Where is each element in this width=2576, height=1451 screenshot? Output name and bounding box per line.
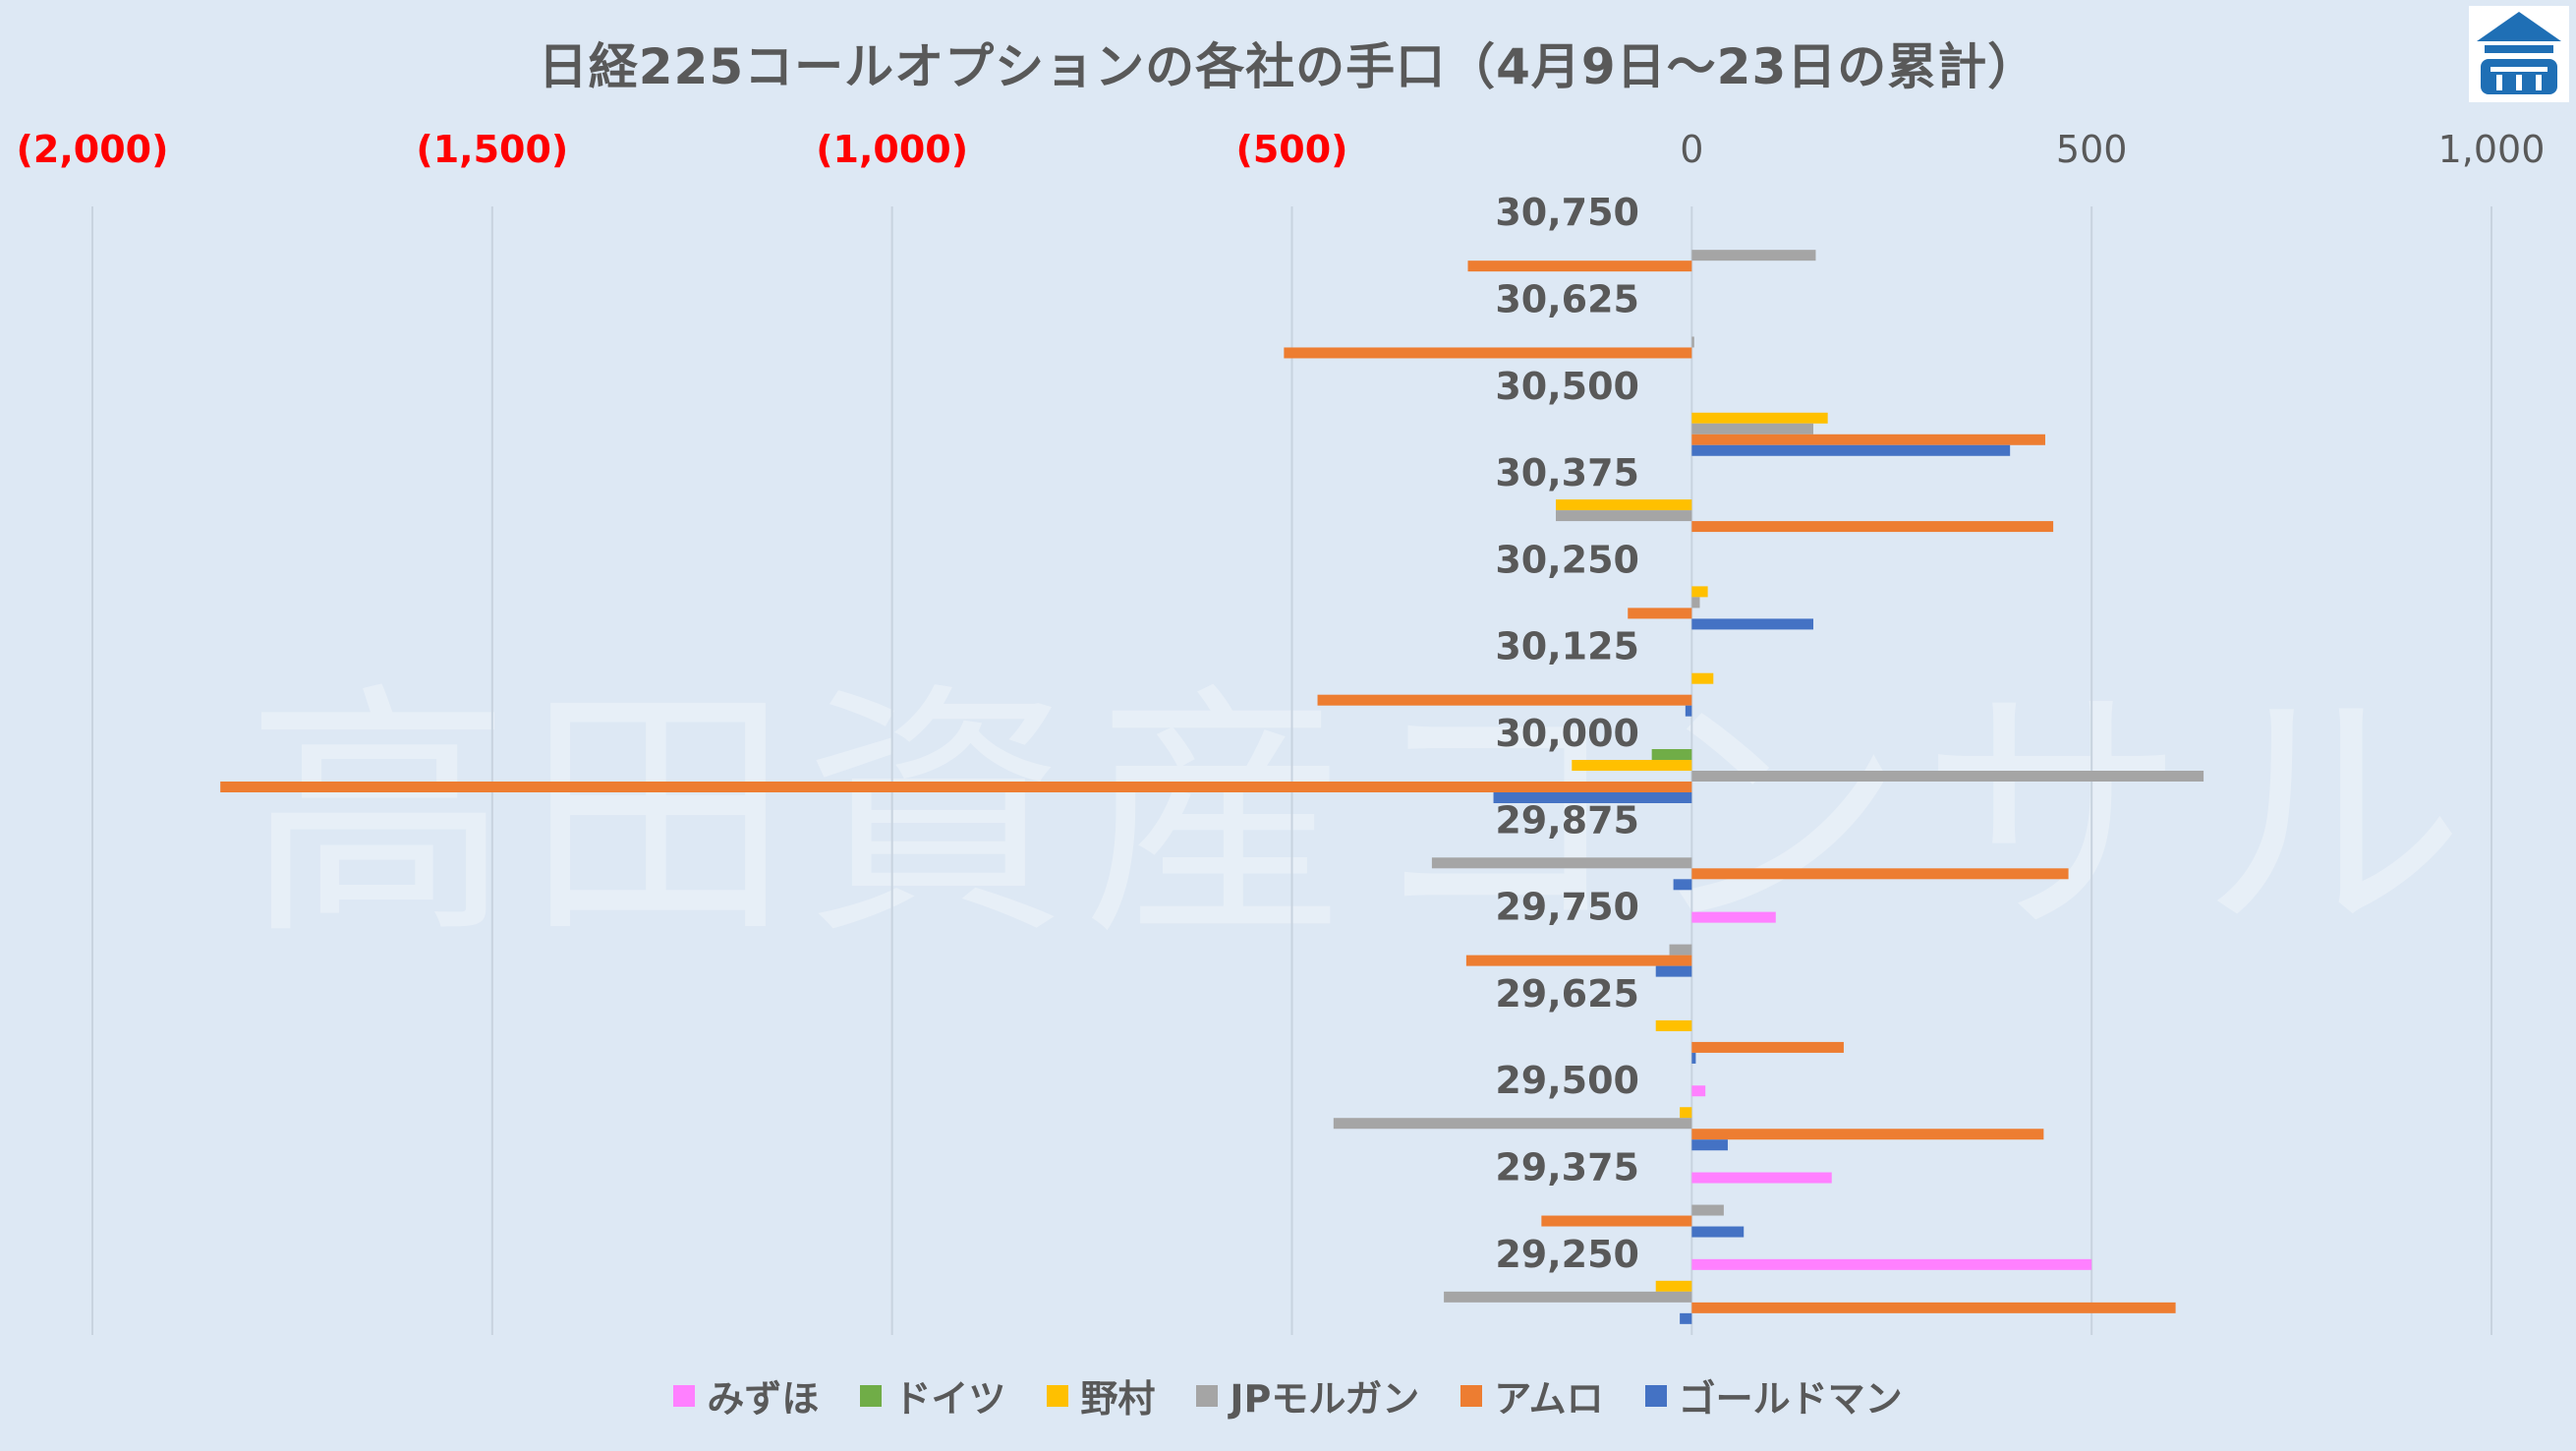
legend-swatch: [1196, 1384, 1219, 1407]
category-label: 29,375: [1495, 1146, 1639, 1190]
legend-label: ゴールドマン: [1678, 1377, 1903, 1421]
legend-label: みずほ: [707, 1377, 820, 1421]
category-label: 30,375: [1495, 451, 1639, 494]
bar: [1691, 1226, 1745, 1238]
chart-title: 日経225コールオプションの各社の手口（4月9日～23日の累計）: [538, 38, 2038, 95]
bar: [1691, 423, 1814, 435]
bar: [1691, 911, 1776, 923]
bar: [220, 782, 1692, 792]
bar: [1691, 250, 1816, 261]
x-tick-label: (500): [1235, 128, 1347, 171]
x-tick-label: (1,000): [816, 128, 968, 171]
legend-label: 野村: [1080, 1377, 1156, 1421]
legend-item: 野村: [1047, 1368, 1155, 1422]
legend-swatch: [860, 1384, 883, 1407]
category-label: 30,625: [1495, 277, 1639, 320]
bar: [1691, 597, 1700, 609]
category-label: 29,500: [1495, 1059, 1639, 1102]
legend-swatch: [1047, 1384, 1069, 1407]
bar: [1691, 1085, 1706, 1097]
bar: [1680, 1107, 1692, 1119]
bar: [1680, 1312, 1692, 1324]
bar: [1556, 510, 1692, 522]
logo-graphic: [2469, 6, 2569, 102]
bar: [1284, 347, 1692, 359]
bar: [1467, 261, 1692, 272]
house-logo-icon: [2469, 6, 2569, 102]
bar: [1691, 771, 2204, 782]
legend-swatch: [673, 1384, 696, 1407]
bar: [1465, 955, 1692, 966]
category-label: 29,750: [1495, 886, 1639, 929]
bar: [1673, 879, 1692, 891]
bar: [1691, 868, 2069, 880]
category-label: 30,750: [1495, 191, 1639, 234]
bar: [1691, 434, 2045, 445]
bar: [1691, 412, 1828, 424]
x-tick-label: 0: [1680, 128, 1703, 171]
x-tick-label: (1,500): [416, 128, 568, 171]
bar: [1691, 618, 1814, 630]
category-labels: 30,750 30,625 30,500 30,375 30,250 30,125 30,0…: [1495, 191, 1639, 1276]
bar: [1691, 1052, 1696, 1064]
bar: [1691, 1258, 2092, 1270]
bar: [1655, 965, 1692, 977]
bar: [1691, 1172, 1832, 1184]
category-label: 29,625: [1495, 972, 1639, 1016]
bar: [1685, 705, 1692, 717]
bars: [220, 250, 2204, 1324]
x-tick-label: 500: [2056, 128, 2128, 171]
bar: [1669, 944, 1692, 956]
category-label: 29,250: [1495, 1233, 1639, 1276]
legend-label: ドイツ: [893, 1377, 1006, 1421]
legend: みずほ ドイツ 野村 JPモルガン アムロ ゴールドマン: [0, 1368, 2576, 1422]
legend-item: ドイツ: [860, 1368, 1005, 1422]
legend-swatch: [1644, 1384, 1667, 1407]
bar: [1691, 521, 2054, 533]
category-label: 30,125: [1495, 625, 1639, 668]
bar: [1691, 1129, 2044, 1140]
bar: [1655, 1280, 1692, 1292]
legend-label: JPモルガン: [1230, 1377, 1420, 1421]
bar: [1444, 1291, 1692, 1303]
bar: [1691, 586, 1708, 598]
bar: [1655, 1019, 1692, 1031]
legend-item: みずほ: [673, 1368, 819, 1422]
legend-item: アムロ: [1460, 1368, 1604, 1422]
legend-item: ゴールドマン: [1644, 1368, 1903, 1422]
bar: [1691, 1041, 1844, 1053]
bar: [1541, 1215, 1692, 1227]
bar: [1691, 336, 1694, 348]
legend-item: JPモルガン: [1196, 1368, 1419, 1422]
bar: [1572, 760, 1692, 771]
bar: [1317, 694, 1692, 706]
bar: [1628, 608, 1692, 619]
bar: [1691, 1302, 2176, 1313]
legend-swatch: [1460, 1384, 1483, 1407]
category-label: 30,250: [1495, 538, 1639, 581]
plot-area: (2,000) (1,500) (1,000) (500) 0 500 1,000 30,7…: [17, 128, 2546, 1335]
legend-label: アムロ: [1494, 1377, 1604, 1421]
category-label: 29,875: [1495, 798, 1639, 842]
x-tick-label: (2,000): [17, 128, 169, 171]
x-axis-ticks: (2,000) (1,500) (1,000) (500) 0 500 1,000: [17, 128, 2546, 171]
bar: [1556, 499, 1692, 511]
bar: [1691, 1139, 1728, 1151]
bar: [1691, 1204, 1724, 1216]
bar: [1431, 857, 1692, 869]
watermark: 高田資産コンサル: [246, 661, 2479, 970]
bar: [1493, 792, 1692, 803]
bar: [1691, 672, 1714, 684]
bar: [1691, 444, 2011, 456]
bar: [1651, 749, 1692, 760]
category-label: 30,500: [1495, 365, 1639, 408]
category-label: 30,000: [1495, 712, 1639, 755]
bar: [1333, 1118, 1692, 1130]
x-tick-label: 1,000: [2438, 128, 2546, 171]
